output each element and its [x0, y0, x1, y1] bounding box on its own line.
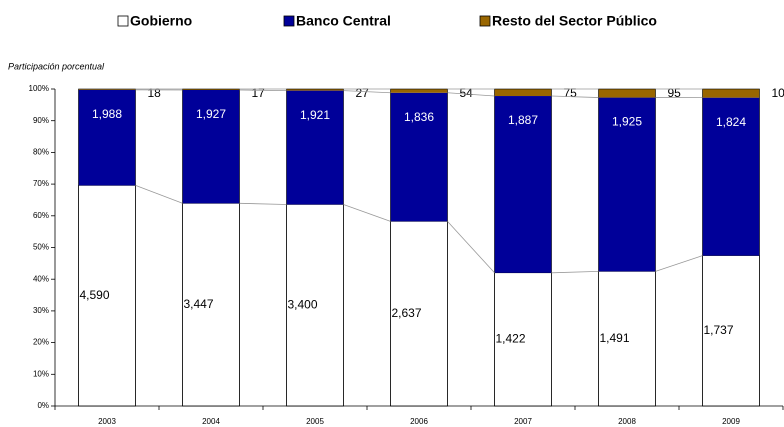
value-label: 1,491: [600, 331, 630, 345]
bar-segment: [598, 89, 656, 98]
value-label: 3,400: [288, 297, 318, 311]
x-tick-label: 2003: [98, 417, 116, 426]
bar-outline: [494, 88, 552, 407]
value-label: 4,590: [80, 288, 110, 302]
value-label: 1,921: [300, 108, 330, 122]
y-tick-label: 80%: [33, 148, 49, 157]
value-label: 3,447: [184, 297, 214, 311]
x-tick-label: 2006: [410, 417, 428, 426]
legend-swatch: [479, 15, 491, 27]
series-line: [239, 202, 287, 205]
series-line: [447, 92, 495, 97]
legend-swatch: [117, 15, 129, 27]
y-tick-label: 0%: [37, 401, 49, 410]
y-tick-label: 30%: [33, 306, 49, 315]
bar-segment: [390, 221, 448, 407]
value-label: 95: [668, 86, 682, 100]
x-tick-label: 2005: [306, 417, 324, 426]
series-line: [447, 221, 495, 274]
series-line: [343, 90, 391, 94]
y-tick-label: 70%: [33, 179, 49, 188]
bar-segment: [78, 89, 136, 186]
legend-swatch: [283, 15, 295, 27]
bar-segment: [702, 89, 760, 98]
series-line: [655, 255, 703, 272]
y-tick-label: 20%: [33, 338, 49, 347]
bar-segment: [494, 272, 552, 407]
series-line: [239, 89, 287, 92]
bar-segment: [702, 97, 760, 256]
y-tick-label: 60%: [33, 211, 49, 220]
y-tick-label: 50%: [33, 243, 49, 252]
bar-segment: [390, 89, 448, 93]
bar-segment: [390, 92, 448, 222]
value-label: 1,927: [196, 107, 226, 121]
value-label: 18: [148, 86, 162, 100]
bar-segment: [182, 89, 240, 204]
y-tick-label: 40%: [33, 274, 49, 283]
series-line: [343, 204, 391, 222]
legend-label: Banco Central: [296, 13, 391, 29]
value-label: 27: [356, 86, 370, 100]
bar-segment: [182, 89, 240, 90]
bar-segment: [598, 97, 656, 272]
x-tick-label: 2008: [618, 417, 636, 426]
series-line: [135, 185, 183, 204]
bar-segment: [286, 89, 344, 91]
bar-segment: [286, 90, 344, 205]
y-tick-label: 100%: [29, 84, 49, 93]
bar-segment: [78, 89, 136, 90]
x-tick-label: 2004: [202, 417, 220, 426]
bar-segment: [286, 204, 344, 407]
value-label: 1,925: [612, 115, 642, 129]
bar-outline: [286, 88, 344, 407]
legend-label: Gobierno: [130, 13, 192, 29]
bar-segment: [598, 271, 656, 407]
value-label: 1,422: [496, 332, 526, 346]
y-axis-title: Participación porcentual: [8, 61, 105, 71]
x-tick-label: 2007: [514, 417, 532, 426]
y-tick-label: 90%: [33, 116, 49, 125]
value-label: 1,988: [92, 107, 122, 121]
bar-segment: [494, 89, 552, 97]
value-label: 1,836: [404, 110, 434, 124]
value-label: 1,824: [716, 115, 746, 129]
value-label: 1,737: [704, 323, 734, 337]
value-label: 17: [252, 86, 266, 100]
series-line: [551, 270, 599, 274]
value-label: 100: [772, 86, 784, 100]
value-label: 75: [564, 86, 578, 100]
series-line: [551, 95, 599, 98]
legend-label: Resto del Sector Público: [492, 13, 657, 29]
bar-outline: [182, 88, 240, 407]
bar-segment: [494, 96, 552, 273]
bar-outline: [390, 88, 448, 407]
x-tick-label: 2009: [722, 417, 740, 426]
y-tick-label: 10%: [33, 369, 49, 378]
bar-outline: [78, 88, 136, 407]
bar-outline: [702, 88, 760, 407]
bar-outline: [598, 88, 656, 407]
value-label: 1,887: [508, 113, 538, 127]
value-label: 2,637: [392, 306, 422, 320]
value-label: 54: [460, 86, 474, 100]
